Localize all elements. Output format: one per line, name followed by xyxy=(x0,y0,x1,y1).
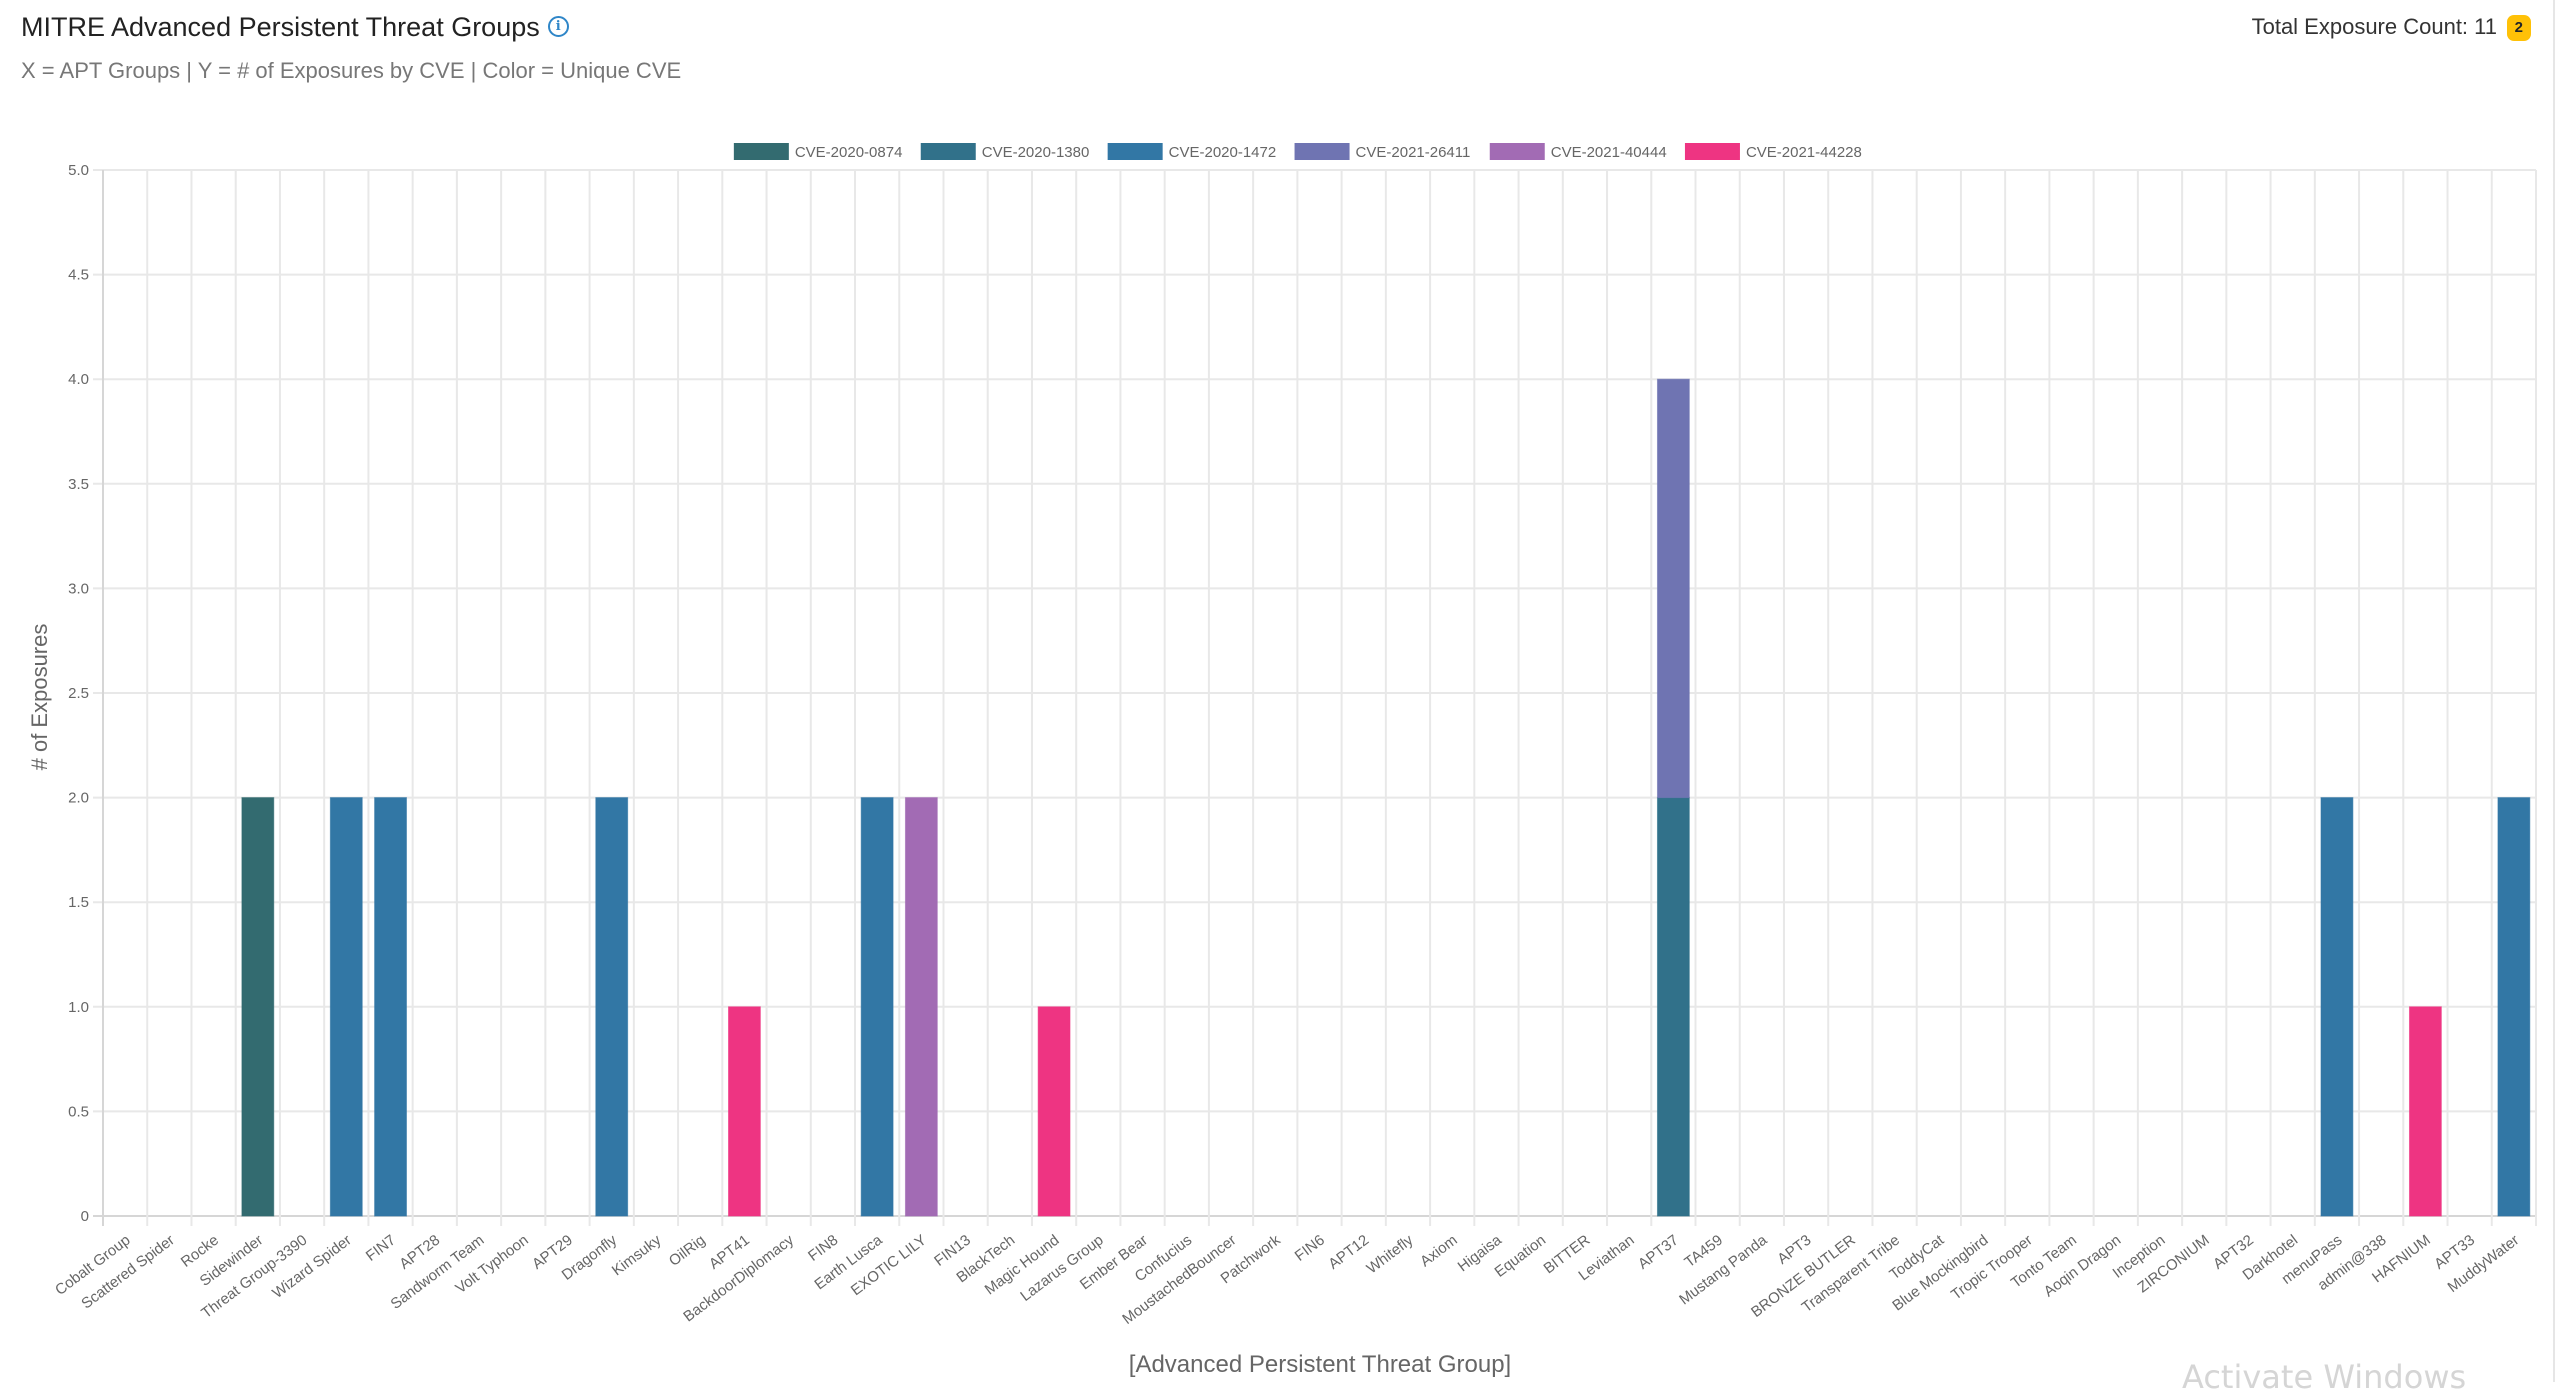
y-tick-label: 3.5 xyxy=(68,476,89,493)
legend-swatch xyxy=(1294,143,1350,160)
legend-item[interactable]: CVE-2021-26411 xyxy=(1294,143,1471,161)
bar-segment[interactable] xyxy=(241,797,275,1217)
y-tick-label: 1.5 xyxy=(68,894,89,911)
legend-label: CVE-2020-1380 xyxy=(982,144,1090,161)
chart-title-text: MITRE Advanced Persistent Threat Groups xyxy=(21,12,540,42)
legend-label: CVE-2021-44228 xyxy=(1746,144,1862,161)
grid-lines xyxy=(93,169,2537,1226)
x-tick-label: Wizard Spider xyxy=(269,1232,354,1302)
total-exposure-count: Total Exposure Count: 11 xyxy=(2251,14,2497,39)
x-tick-label: EXOTIC LILY xyxy=(848,1232,930,1300)
y-tick-label: 3.0 xyxy=(68,580,89,597)
x-tick-label: FIN8 xyxy=(805,1232,841,1265)
y-tick-label: 0 xyxy=(81,1208,89,1225)
bar-segment[interactable] xyxy=(2320,797,2354,1217)
x-tick-label: Equation xyxy=(1492,1232,1550,1281)
legend-label: CVE-2020-0874 xyxy=(795,144,903,161)
y-tick-label: 2.0 xyxy=(68,790,89,807)
y-axis-ticks: 0 0.5 1.0 1.5 2.0 2.5 3.0 3.5 4.0 4.5 5.0 xyxy=(68,162,89,1225)
legend-item[interactable]: CVE-2021-44228 xyxy=(1684,143,1862,161)
bar-segment[interactable] xyxy=(904,797,938,1217)
x-tick-label: FIN7 xyxy=(363,1232,399,1265)
activate-windows-watermark: Activate Windows xyxy=(2182,1358,2467,1396)
legend-swatch xyxy=(1684,143,1740,160)
info-icon[interactable]: i xyxy=(547,16,569,38)
x-axis-title: [Advanced Persistent Threat Group] xyxy=(1129,1351,1511,1378)
legend: CVE-2020-0874 CVE-2020-1380 CVE-2020-1472 C… xyxy=(733,143,1862,161)
legend-swatch xyxy=(920,143,976,160)
bar-segment[interactable] xyxy=(2497,797,2531,1217)
x-tick-label: Kimsuky xyxy=(609,1231,665,1279)
legend-item[interactable]: CVE-2020-0874 xyxy=(733,143,903,161)
bar-segment[interactable] xyxy=(1037,1006,1071,1217)
bar-segment[interactable] xyxy=(329,797,363,1217)
legend-swatch xyxy=(1489,143,1545,160)
legend-label: CVE-2020-1472 xyxy=(1169,144,1277,161)
legend-item[interactable]: CVE-2020-1380 xyxy=(920,143,1090,161)
legend-swatch xyxy=(1107,143,1163,160)
y-tick-label: 1.0 xyxy=(68,999,89,1016)
x-tick-label: FIN6 xyxy=(1292,1232,1328,1265)
y-tick-label: 5.0 xyxy=(68,162,89,179)
y-tick-label: 2.5 xyxy=(68,685,89,702)
y-tick-label: 0.5 xyxy=(68,1103,89,1120)
bar-segment[interactable] xyxy=(728,1006,761,1217)
count-badge: 2 xyxy=(2506,15,2531,41)
y-tick-label: 4.0 xyxy=(68,371,89,388)
legend-item[interactable]: CVE-2021-40444 xyxy=(1489,143,1667,161)
x-tick-label: APT37 xyxy=(1635,1232,1682,1273)
x-tick-label: Axiom xyxy=(1417,1232,1461,1271)
legend-swatch xyxy=(733,143,789,160)
bar-segment[interactable] xyxy=(860,797,894,1217)
y-tick-label: 4.5 xyxy=(68,267,89,284)
y-axis-title: # of Exposures xyxy=(27,624,52,771)
x-tick-label: OilRig xyxy=(666,1232,709,1270)
bar-segment[interactable] xyxy=(2408,1006,2442,1217)
legend-label: CVE-2021-40444 xyxy=(1551,144,1667,161)
x-tick-label: Whitefly xyxy=(1364,1231,1417,1277)
legend-item[interactable]: CVE-2020-1472 xyxy=(1107,143,1277,161)
bar-segment[interactable] xyxy=(374,797,407,1217)
bar-segment[interactable] xyxy=(595,797,629,1217)
chart-title: MITRE Advanced Persistent Threat Groups i xyxy=(21,12,569,43)
legend-label: CVE-2021-26411 xyxy=(1356,144,1471,161)
bar-segment[interactable] xyxy=(1656,378,1690,799)
bar-segment[interactable] xyxy=(1656,797,1690,1217)
chart-subtitle: X = APT Groups | Y = # of Exposures by C… xyxy=(21,58,682,83)
bars xyxy=(241,378,2531,1217)
